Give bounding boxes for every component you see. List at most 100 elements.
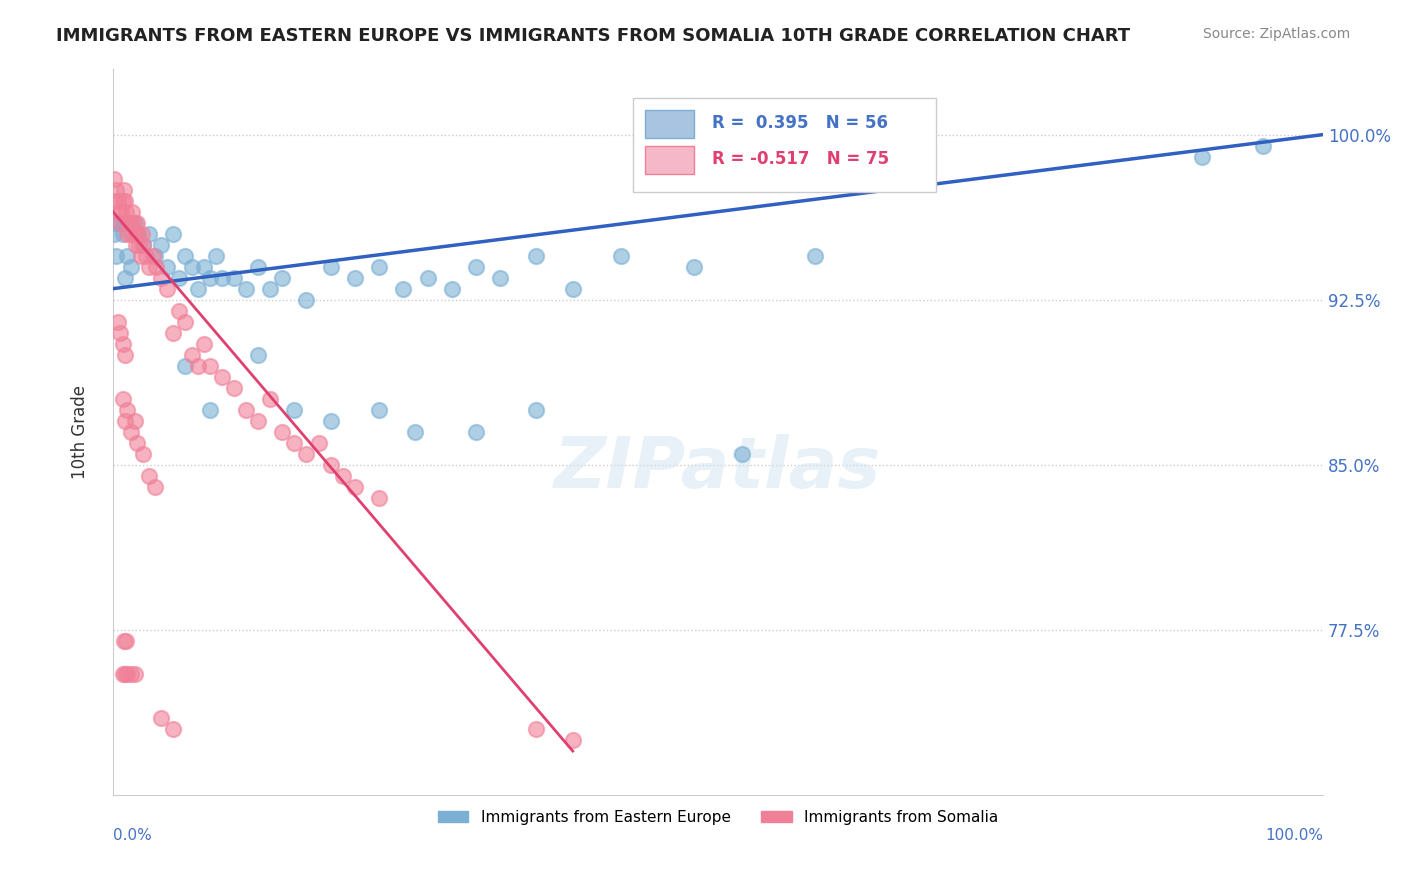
Point <box>156 282 179 296</box>
Point <box>132 447 155 461</box>
Point <box>222 381 245 395</box>
Point <box>111 336 134 351</box>
Point <box>368 402 391 417</box>
Point <box>120 260 142 274</box>
Point <box>129 249 152 263</box>
Text: 100.0%: 100.0% <box>1265 828 1323 843</box>
Point <box>112 183 135 197</box>
Point <box>343 270 366 285</box>
Point <box>111 227 134 241</box>
Point <box>193 260 215 274</box>
Point <box>1251 138 1274 153</box>
Point <box>103 171 125 186</box>
Point <box>114 414 136 428</box>
Point <box>104 216 127 230</box>
Point <box>526 249 548 263</box>
Point <box>124 414 146 428</box>
Point <box>105 249 128 263</box>
Point <box>105 183 128 197</box>
Point <box>117 216 139 230</box>
Point <box>259 282 281 296</box>
Point <box>162 722 184 736</box>
Point <box>138 260 160 274</box>
Point <box>162 227 184 241</box>
Point <box>295 293 318 307</box>
Point <box>120 667 142 681</box>
Point <box>111 392 134 406</box>
Point <box>108 216 131 230</box>
Point <box>108 204 131 219</box>
Point <box>211 369 233 384</box>
Point <box>295 447 318 461</box>
Point <box>332 468 354 483</box>
Point <box>132 237 155 252</box>
Point <box>117 249 139 263</box>
Point <box>114 348 136 362</box>
Point <box>150 237 173 252</box>
Point <box>120 227 142 241</box>
Point <box>162 326 184 340</box>
Point <box>121 204 143 219</box>
Point <box>247 348 270 362</box>
Text: ZIPatlas: ZIPatlas <box>554 434 882 502</box>
Point <box>211 270 233 285</box>
Point <box>115 204 138 219</box>
Point <box>125 216 148 230</box>
Point <box>108 216 131 230</box>
Point <box>169 270 191 285</box>
Point <box>127 227 149 241</box>
Point <box>283 435 305 450</box>
Point <box>271 425 294 439</box>
Point <box>117 667 139 681</box>
Point <box>343 480 366 494</box>
Text: R = -0.517   N = 75: R = -0.517 N = 75 <box>711 151 889 169</box>
Point <box>526 402 548 417</box>
Point <box>561 282 583 296</box>
Point <box>235 402 257 417</box>
Point <box>283 402 305 417</box>
Point <box>114 194 136 208</box>
Point <box>150 711 173 725</box>
Point <box>122 216 145 230</box>
Point <box>193 336 215 351</box>
Point <box>174 249 197 263</box>
Point <box>117 402 139 417</box>
Point <box>198 270 221 285</box>
Point <box>271 270 294 285</box>
Point <box>108 326 131 340</box>
FancyBboxPatch shape <box>645 110 693 137</box>
Point <box>368 260 391 274</box>
Point <box>198 402 221 417</box>
Point <box>132 237 155 252</box>
Point <box>103 227 125 241</box>
Point <box>247 260 270 274</box>
Point <box>150 270 173 285</box>
Point <box>489 270 512 285</box>
Point <box>117 227 139 241</box>
Point <box>156 260 179 274</box>
FancyBboxPatch shape <box>645 146 693 174</box>
Point <box>118 216 141 230</box>
Point <box>222 270 245 285</box>
Point <box>125 237 148 252</box>
Text: R =  0.395   N = 56: R = 0.395 N = 56 <box>711 114 889 132</box>
Legend: Immigrants from Eastern Europe, Immigrants from Somalia: Immigrants from Eastern Europe, Immigran… <box>432 804 1004 831</box>
Point <box>107 315 129 329</box>
Point <box>125 435 148 450</box>
Point <box>180 348 202 362</box>
Point <box>112 216 135 230</box>
Point <box>247 414 270 428</box>
Point <box>465 425 488 439</box>
Point <box>145 260 167 274</box>
Point <box>319 458 342 472</box>
Point <box>204 249 226 263</box>
Point <box>125 227 148 241</box>
Point <box>682 260 704 274</box>
Point <box>392 282 415 296</box>
Point <box>138 227 160 241</box>
Text: Source: ZipAtlas.com: Source: ZipAtlas.com <box>1202 27 1350 41</box>
Point <box>115 634 138 648</box>
Point <box>731 447 754 461</box>
Point <box>174 315 197 329</box>
Text: IMMIGRANTS FROM EASTERN EUROPE VS IMMIGRANTS FROM SOMALIA 10TH GRADE CORRELATION: IMMIGRANTS FROM EASTERN EUROPE VS IMMIGR… <box>56 27 1130 45</box>
